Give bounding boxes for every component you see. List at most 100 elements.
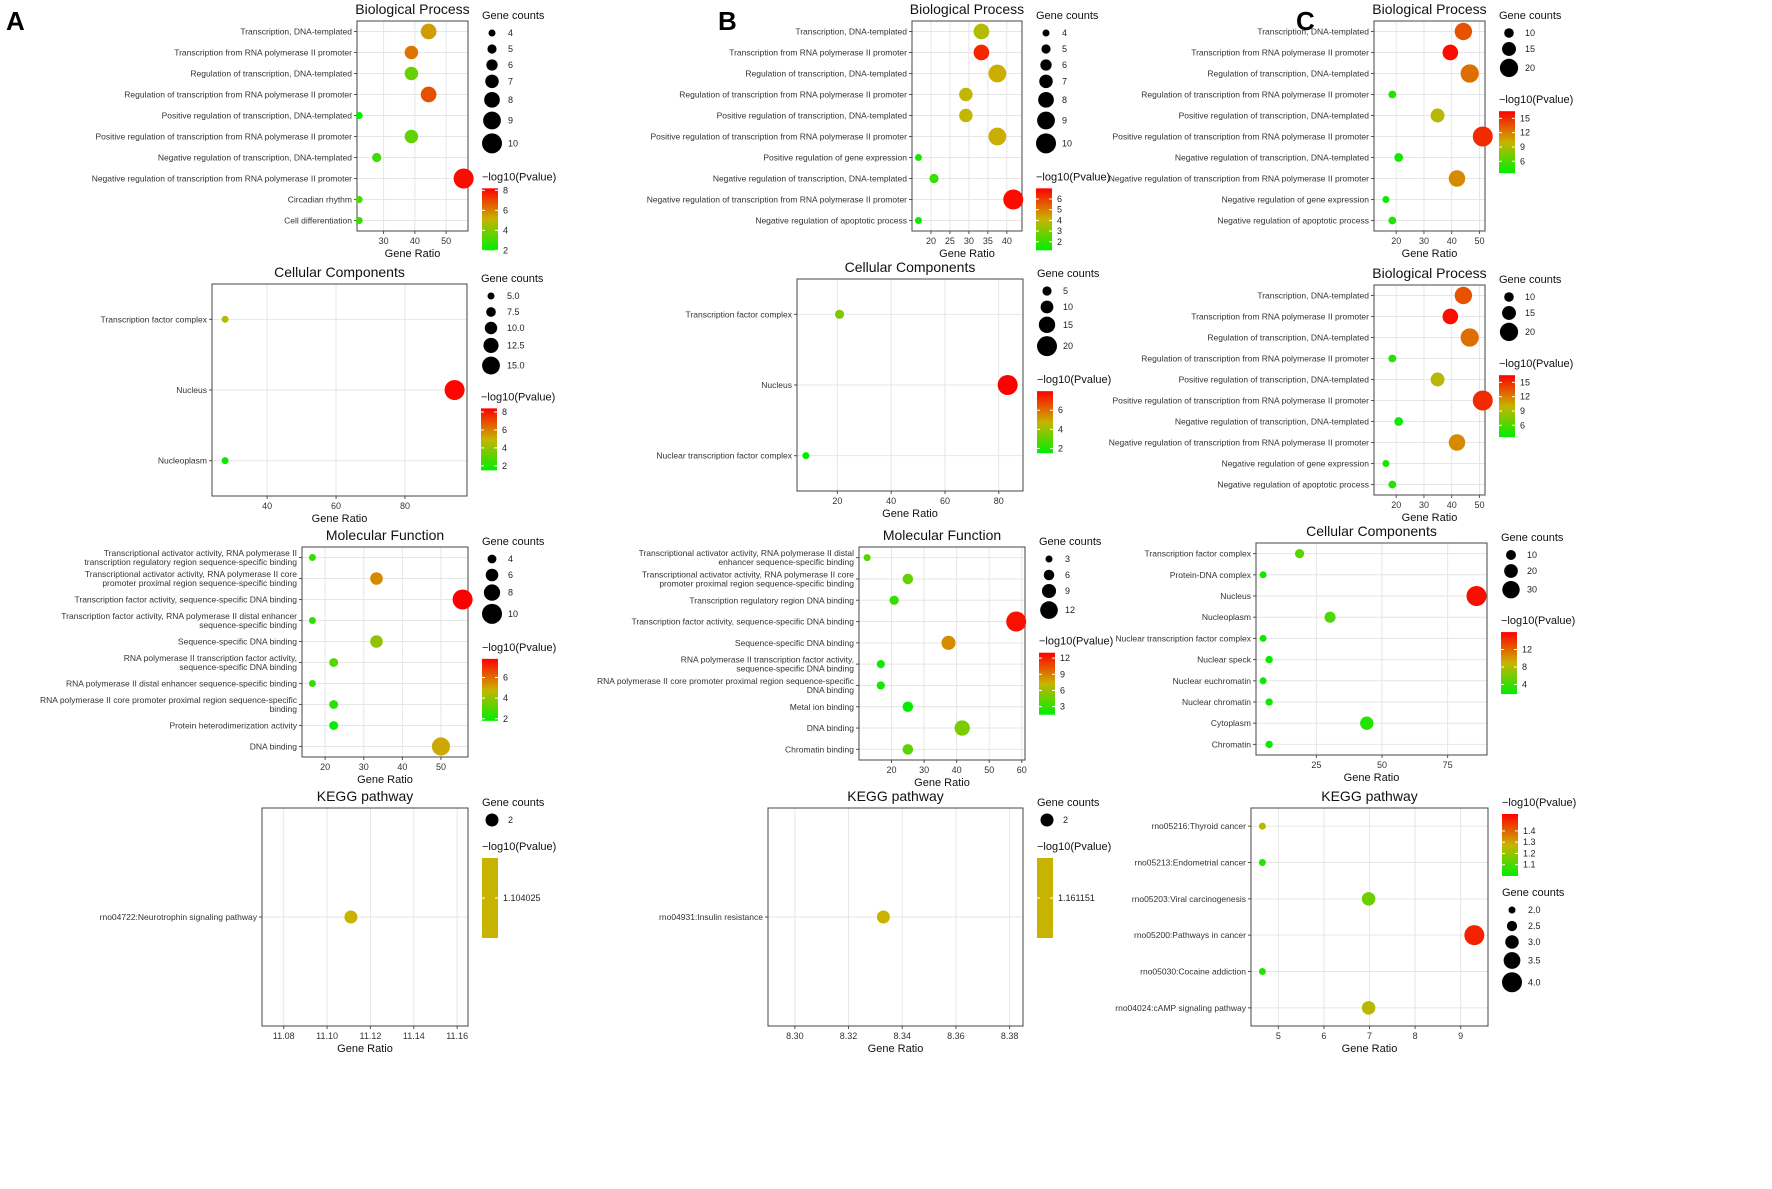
x-tick-label: 30 <box>359 762 369 772</box>
size-legend-value: 5.0 <box>507 291 520 301</box>
color-legend-value: 6 <box>502 425 507 435</box>
x-tick-label: 8.30 <box>786 1031 804 1041</box>
size-legend-value: 5 <box>1062 44 1067 54</box>
x-axis-label: Gene Ratio <box>914 777 970 789</box>
x-axis-label: Gene Ratio <box>1402 248 1458 260</box>
chart-a-mf: Molecular Function 20 30 40 50 Transcriptiona… <box>40 527 556 786</box>
size-legend-value: 6 <box>508 60 513 70</box>
category-label-line: RNA polymerase II transcription factor a… <box>681 655 854 665</box>
x-tick-label: 11.08 <box>273 1031 295 1041</box>
data-point <box>1382 460 1390 467</box>
category-label-line: Regulation of transcription from RNA pol… <box>679 90 907 100</box>
size-legend-dot <box>1503 952 1521 969</box>
size-legend-dot <box>1040 300 1054 314</box>
x-axis-label: Gene Ratio <box>1402 512 1458 524</box>
color-legend-title: −log10(Pvalue) <box>482 841 556 853</box>
category-label-line: RNA polymerase II distal enhancer sequen… <box>66 679 297 689</box>
category-label: Regulation of transcription, DNA-templat… <box>190 69 352 79</box>
data-point <box>453 168 474 189</box>
size-legend-dot <box>1499 58 1519 78</box>
size-legend-value: 10 <box>1525 292 1535 302</box>
category-label-line: Negative regulation of gene expression <box>1222 459 1370 469</box>
size-legend-dot <box>1504 564 1518 578</box>
category-label-line: Nucleoplasm <box>158 456 207 466</box>
category-label: Negative regulation of transcription, DN… <box>1175 153 1369 163</box>
category-label-line: Positive regulation of transcription, DN… <box>162 111 353 121</box>
color-legend-value: 12 <box>1060 653 1070 663</box>
category-label-line: Chromatin binding <box>785 744 854 754</box>
size-legend-dot <box>483 584 501 601</box>
data-point <box>1259 634 1267 642</box>
category-label-line: Negative regulation of transcription fro… <box>647 195 907 205</box>
chart-c-bp2: Biological Process 20 30 40 50 Transcription,… <box>1109 265 1574 524</box>
size-legend-value: 12 <box>1065 605 1075 615</box>
category-label: Transcription regulatory region DNA bind… <box>689 595 854 605</box>
data-point <box>902 744 914 755</box>
x-tick-label: 20 <box>1391 500 1401 510</box>
category-label: Regulation of transcription from RNA pol… <box>679 90 907 100</box>
category-label-line: Metal ion binding <box>790 702 855 712</box>
x-tick-label: 40 <box>1002 236 1012 246</box>
category-label: Transcription from RNA polymerase II pro… <box>1191 48 1369 58</box>
size-legend-dot <box>482 603 502 624</box>
size-legend-dot <box>487 292 495 300</box>
color-legend-value: 9 <box>1520 406 1525 416</box>
chart-title: Cellular Components <box>1306 523 1437 539</box>
data-point <box>1472 390 1493 411</box>
x-tick-label: 5 <box>1276 1031 1281 1041</box>
x-tick-label: 30 <box>379 236 389 246</box>
size-legend-dot <box>483 337 499 353</box>
color-legend-value: 9 <box>1060 669 1065 679</box>
size-legend-value: 20 <box>1063 341 1073 351</box>
color-legend-value: 6 <box>1058 405 1063 415</box>
category-label-line: Nuclear transcription factor complex <box>656 451 792 461</box>
category-label: Negative regulation of gene expression <box>1222 459 1370 469</box>
category-label-line: Negative regulation of apoptotic process <box>1217 480 1369 490</box>
plot-border <box>301 546 469 758</box>
size-legend-dot <box>1506 920 1518 932</box>
chart-c-kegg: KEGG pathway 5 6 7 8 9 rno05216:Thyroid cancer… <box>1115 788 1576 1055</box>
size-legend-dot <box>1505 935 1519 949</box>
data-point <box>308 554 316 561</box>
category-label: Negative regulation of apoptotic process <box>755 216 907 226</box>
plot-border <box>767 807 1024 1027</box>
category-label-line: Transcriptional activator activity, RNA … <box>642 569 854 579</box>
category-label-line: Negative regulation of apoptotic process <box>755 216 907 226</box>
category-label-line: rno04024:cAMP signaling pathway <box>1115 1003 1246 1013</box>
category-label-line: Regulation of transcription, DNA-templat… <box>190 69 352 79</box>
size-legend-title: Gene counts <box>1037 797 1100 809</box>
color-legend-value: 2 <box>1058 443 1063 453</box>
category-label: Positive regulation of transcription, DN… <box>1179 111 1370 121</box>
size-legend-value: 10 <box>1062 138 1072 148</box>
category-label-line: promoter proximal region sequence-specif… <box>659 578 854 588</box>
category-label: RNA polymerase II transcription factor a… <box>681 655 854 674</box>
size-legend-dot <box>1041 583 1057 599</box>
category-label-line: Transcription factor activity, sequence-… <box>74 595 297 605</box>
x-tick-label: 11.14 <box>403 1031 425 1041</box>
data-point <box>1394 153 1404 162</box>
chart-title: Cellular Components <box>845 259 976 275</box>
x-tick-label: 9 <box>1458 1031 1463 1041</box>
category-label: Positive regulation of transcription fro… <box>1112 396 1369 406</box>
x-tick-label: 50 <box>1377 760 1387 770</box>
data-point <box>404 45 419 60</box>
category-label: Regulation of transcription, DNA-templat… <box>745 69 907 79</box>
data-point <box>344 910 358 924</box>
category-label: Nucleoplasm <box>1202 612 1251 622</box>
data-point <box>988 127 1007 146</box>
category-label-line: Transcription from RNA polymerase II pro… <box>1191 48 1369 58</box>
category-label: Transcription, DNA-templated <box>1257 291 1369 301</box>
category-label-line: Regulation of transcription from RNA pol… <box>1141 90 1369 100</box>
plot-border <box>1255 542 1488 756</box>
size-legend-value: 10 <box>1525 28 1535 38</box>
category-label-line: Negative regulation of transcription, DN… <box>1175 153 1369 163</box>
size-legend-value: 10 <box>1063 302 1073 312</box>
category-label: Negative regulation of apoptotic process <box>1217 480 1369 490</box>
data-point <box>914 217 922 224</box>
plot-border <box>356 20 469 232</box>
size-legend-dot <box>1036 133 1056 154</box>
category-label: Metal ion binding <box>790 702 855 712</box>
size-legend-value: 2.0 <box>1528 905 1541 915</box>
x-tick-label: 11.10 <box>316 1031 338 1041</box>
